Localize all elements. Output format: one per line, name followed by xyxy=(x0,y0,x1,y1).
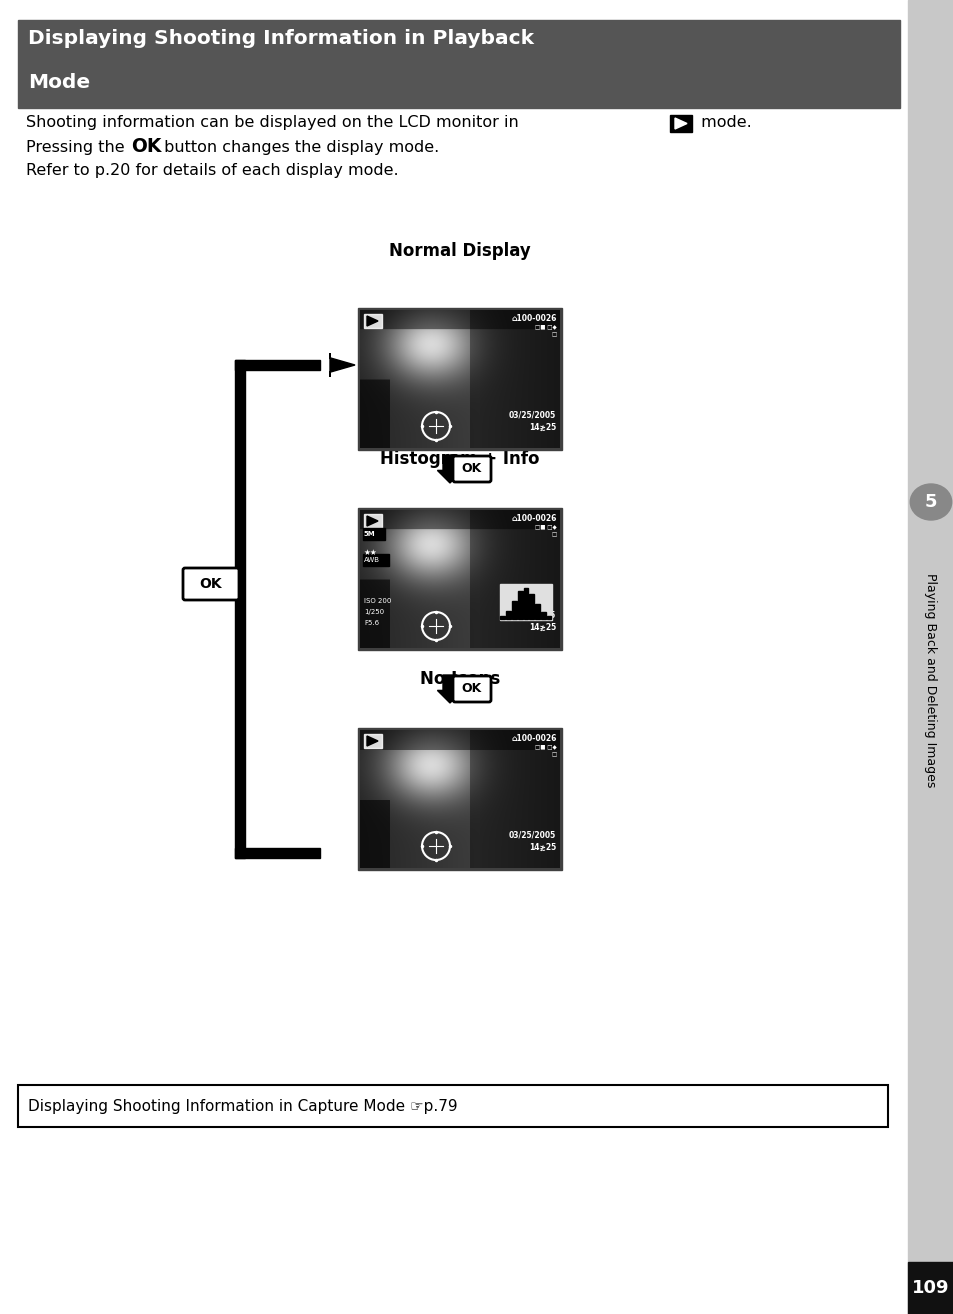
Text: Displaying Shooting Information in Playback: Displaying Shooting Information in Playb… xyxy=(28,29,534,49)
Bar xyxy=(907,0,953,1314)
Text: Shooting information can be displayed on the LCD monitor in: Shooting information can be displayed on… xyxy=(26,116,518,130)
Text: 14≵25: 14≵25 xyxy=(528,423,556,432)
Bar xyxy=(669,116,691,131)
Text: 14≵25: 14≵25 xyxy=(528,844,556,851)
Text: □■ □◆: □■ □◆ xyxy=(535,744,557,749)
FancyBboxPatch shape xyxy=(183,568,239,600)
Text: No Icons: No Icons xyxy=(419,670,499,689)
Bar xyxy=(523,587,528,619)
Text: Normal Display: Normal Display xyxy=(389,242,530,260)
Text: Mode: Mode xyxy=(28,74,90,92)
Text: 14≵25: 14≵25 xyxy=(528,623,556,632)
Bar xyxy=(540,612,545,619)
Text: 5: 5 xyxy=(923,493,936,511)
Bar xyxy=(512,600,517,619)
Text: □■ □◆: □■ □◆ xyxy=(535,524,557,530)
Text: □: □ xyxy=(551,332,557,336)
Text: OK: OK xyxy=(199,577,222,591)
Text: □■ □◆: □■ □◆ xyxy=(535,325,557,328)
Ellipse shape xyxy=(909,484,951,520)
Bar xyxy=(234,360,245,858)
Text: OK: OK xyxy=(461,682,481,695)
Text: ⌂100-0026: ⌂100-0026 xyxy=(511,735,557,742)
Text: Refer to p.20 for details of each display mode.: Refer to p.20 for details of each displa… xyxy=(26,163,398,177)
Text: Playing Back and Deleting Images: Playing Back and Deleting Images xyxy=(923,573,937,787)
Text: AWB: AWB xyxy=(364,557,379,562)
Bar xyxy=(357,307,561,449)
Bar xyxy=(364,314,381,328)
Polygon shape xyxy=(330,353,355,377)
Polygon shape xyxy=(367,516,377,526)
Bar xyxy=(517,591,522,619)
Text: ⌂100-0026: ⌂100-0026 xyxy=(511,514,557,523)
Bar xyxy=(506,611,511,619)
Text: F5.6: F5.6 xyxy=(364,620,378,625)
Text: button changes the display mode.: button changes the display mode. xyxy=(159,141,438,155)
Bar xyxy=(529,594,534,619)
Bar xyxy=(363,528,385,540)
Bar xyxy=(18,1085,887,1127)
Bar xyxy=(500,616,505,619)
Text: 109: 109 xyxy=(911,1279,949,1297)
Bar xyxy=(907,1261,953,1314)
Text: ⌂100-0026: ⌂100-0026 xyxy=(511,314,557,323)
Text: ISO 200: ISO 200 xyxy=(364,598,391,604)
Text: ★★: ★★ xyxy=(364,548,377,557)
Polygon shape xyxy=(436,675,462,703)
Bar xyxy=(357,728,561,870)
Text: 5M: 5M xyxy=(364,531,375,537)
Bar xyxy=(234,360,319,371)
Polygon shape xyxy=(436,455,462,484)
FancyBboxPatch shape xyxy=(453,456,491,482)
Bar xyxy=(18,20,899,108)
Text: mode.: mode. xyxy=(696,116,751,130)
Bar xyxy=(535,604,539,619)
Text: OK: OK xyxy=(461,463,481,476)
Bar xyxy=(499,583,552,620)
Bar xyxy=(234,848,319,858)
Bar xyxy=(364,514,381,528)
Bar xyxy=(546,616,551,619)
Bar xyxy=(364,735,381,748)
Text: 03/25/2005: 03/25/2005 xyxy=(508,411,556,420)
Text: OK: OK xyxy=(131,137,161,156)
Polygon shape xyxy=(675,118,686,129)
Bar xyxy=(363,555,389,566)
Text: Displaying Shooting Information in Capture Mode ☞p.79: Displaying Shooting Information in Captu… xyxy=(28,1099,457,1113)
Text: 03/25/2005: 03/25/2005 xyxy=(508,611,556,620)
Text: 1/250: 1/250 xyxy=(364,608,384,615)
Text: □: □ xyxy=(551,752,557,757)
Text: 03/25/2005: 03/25/2005 xyxy=(508,830,556,840)
Bar xyxy=(357,509,561,650)
Polygon shape xyxy=(367,315,377,326)
Polygon shape xyxy=(367,736,377,746)
Text: Pressing the: Pressing the xyxy=(26,141,130,155)
FancyBboxPatch shape xyxy=(453,675,491,702)
Text: Histogram + Info: Histogram + Info xyxy=(380,449,539,468)
Text: □: □ xyxy=(551,532,557,537)
